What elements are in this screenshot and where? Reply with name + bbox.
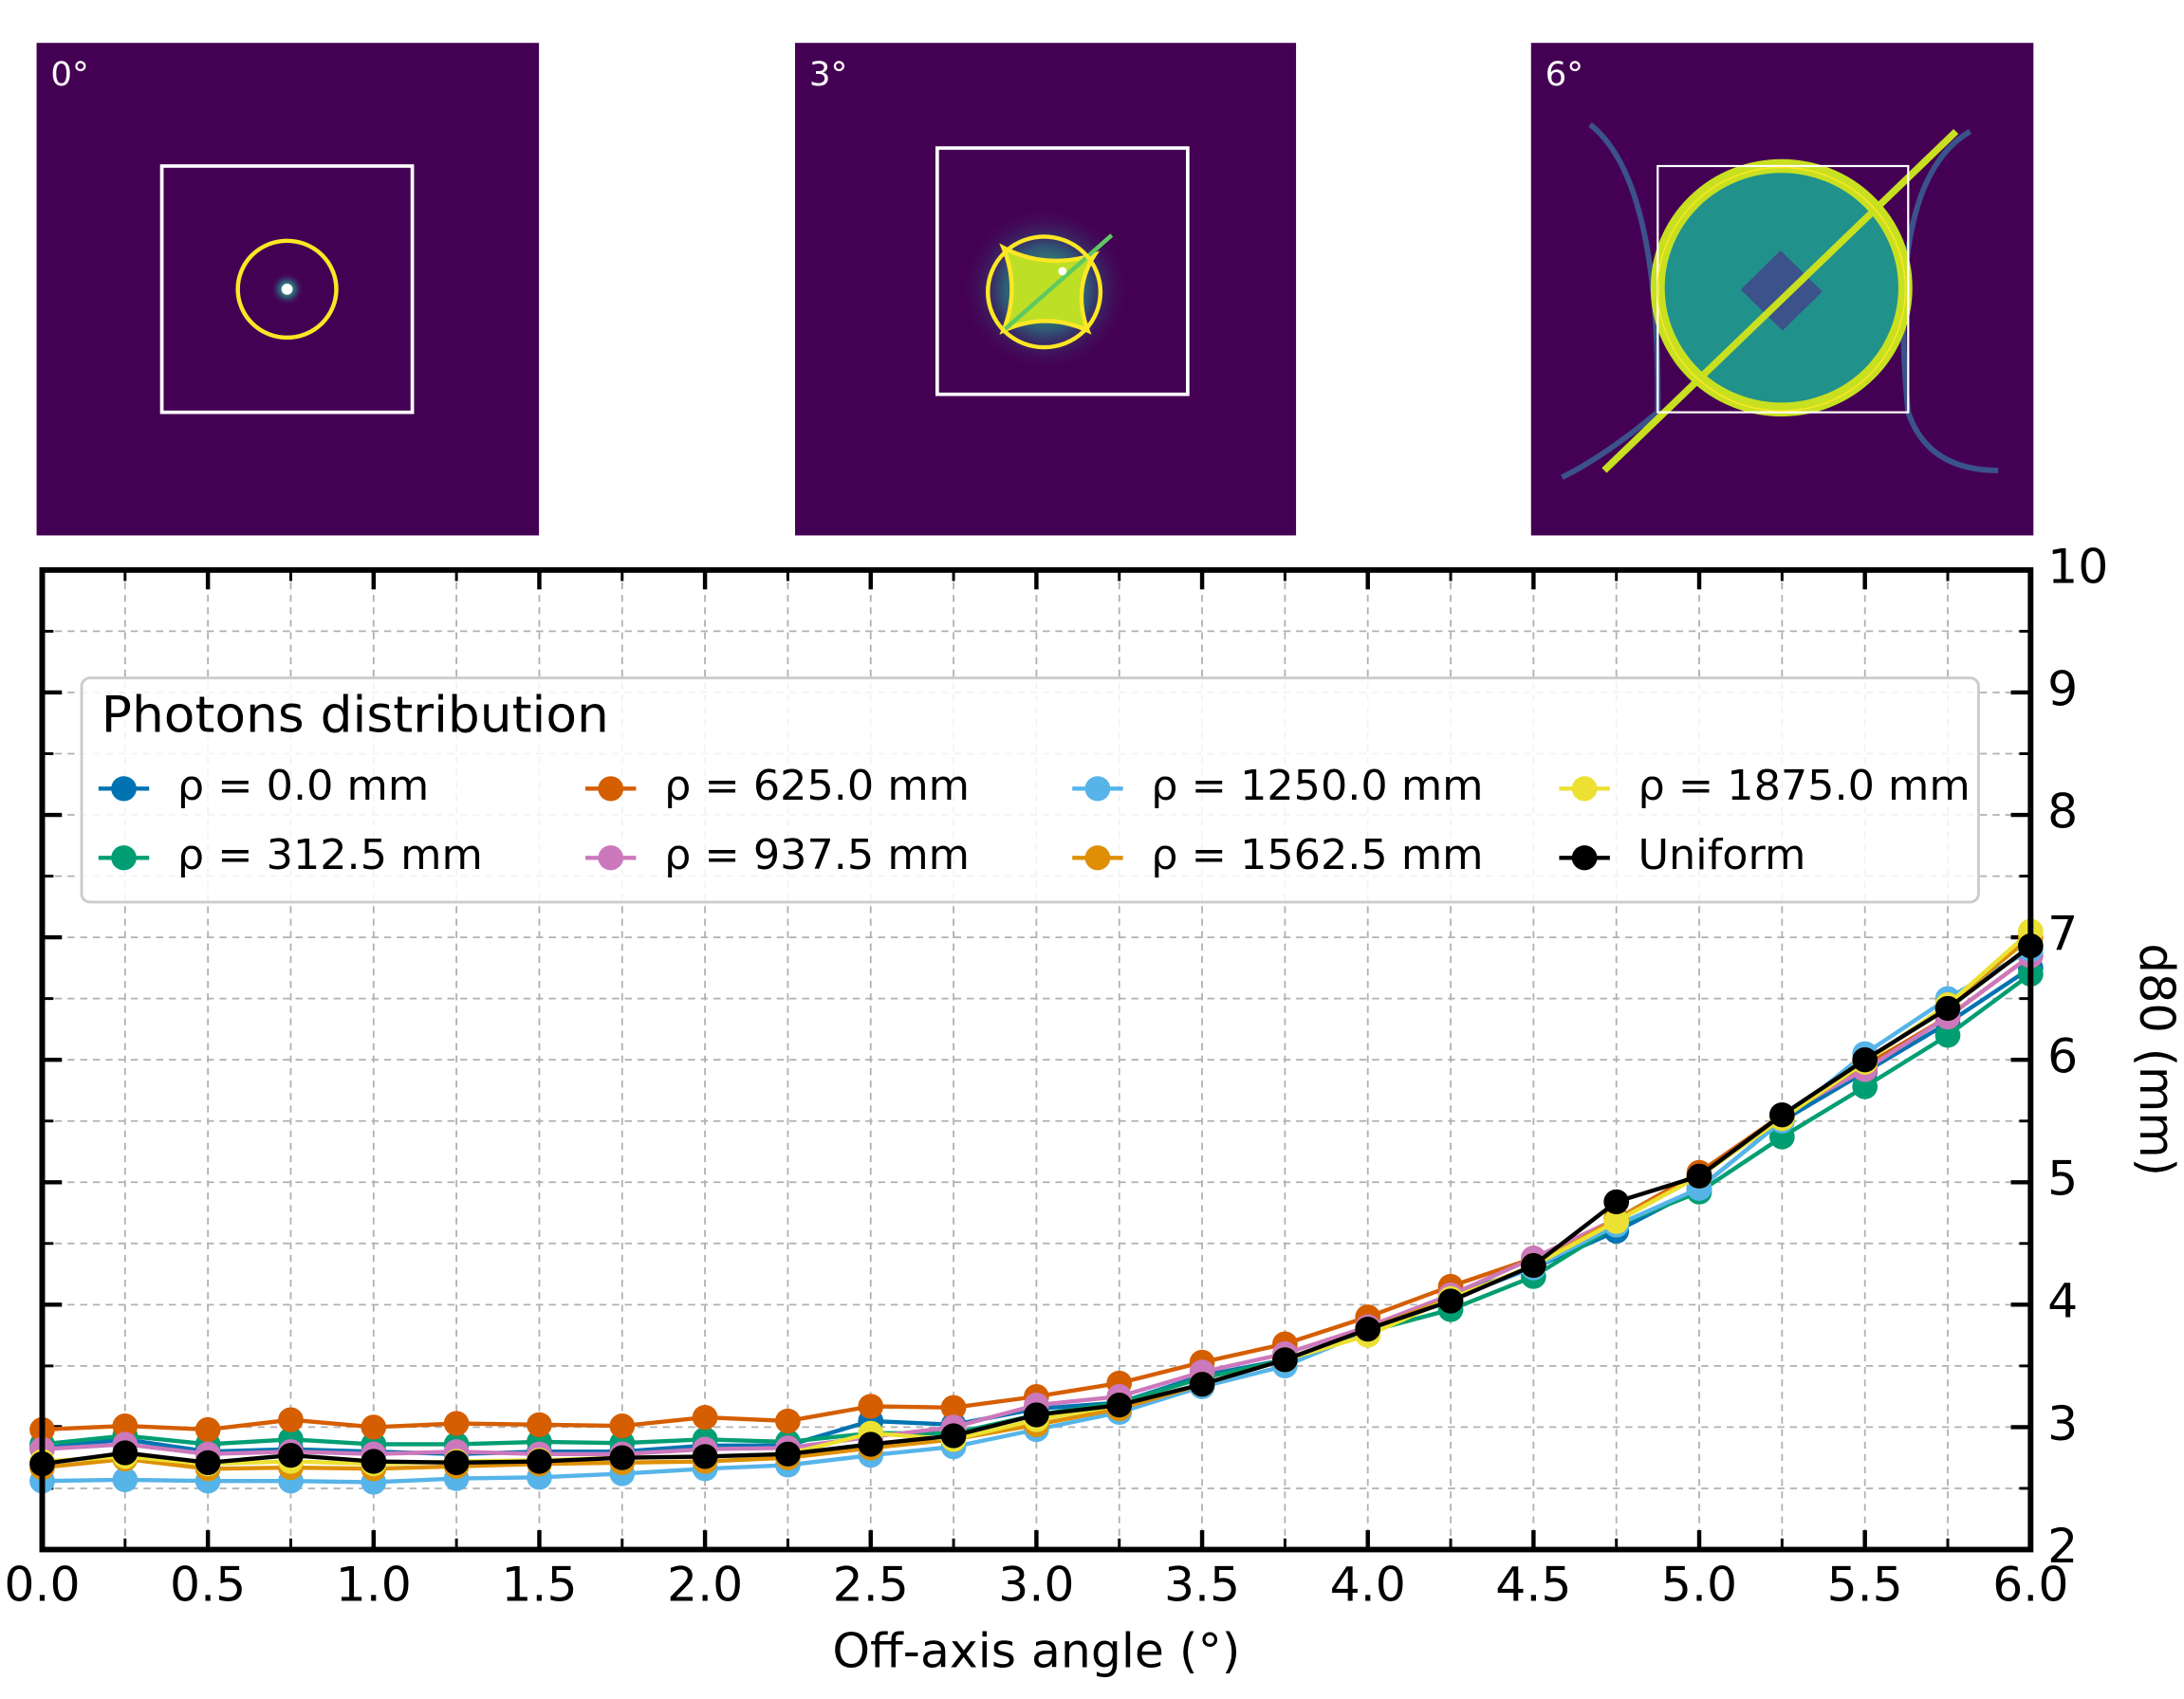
- y-tick-label: 5: [2047, 1152, 2078, 1207]
- point: [1272, 1347, 1298, 1372]
- point: [693, 1405, 718, 1430]
- point: [1935, 996, 1961, 1021]
- point: [1438, 1288, 1464, 1313]
- panel-2: 6°: [1531, 43, 2034, 535]
- point: [112, 1440, 138, 1465]
- panel-label: 3°: [809, 55, 847, 94]
- x-tick-label: 0.0: [4, 1558, 80, 1613]
- y-tick-label: 2: [2047, 1519, 2078, 1574]
- page: 0° 3° 6° 0.0 0.5 1.0 1.5 2.0 2.5 3.0 3.5 4.0 4.5 5…: [0, 0, 2184, 1699]
- spot: [282, 284, 293, 295]
- legend-marker: [1085, 845, 1111, 870]
- x-tick-label: 3.0: [998, 1558, 1074, 1613]
- legend-marker: [1085, 776, 1111, 801]
- figure: 0° 3° 6° 0.0 0.5 1.0 1.5 2.0 2.5 3.0 3.5 4.0 4.5 5…: [0, 0, 2184, 1699]
- legend-marker: [1572, 845, 1598, 870]
- y-tick-label: 4: [2047, 1274, 2078, 1329]
- x-tick-label: 3.5: [1164, 1558, 1240, 1613]
- legend-marker: [111, 845, 137, 870]
- y-tick-label: 6: [2047, 1029, 2078, 1084]
- point: [444, 1411, 470, 1435]
- point: [609, 1413, 635, 1438]
- legend-label: ρ = 1250.0 mm: [1151, 763, 1483, 811]
- x-axis-label: Off-axis angle (°): [832, 1624, 1240, 1679]
- legend-marker: [598, 845, 623, 870]
- point: [775, 1409, 801, 1433]
- x-tick-label: 4.0: [1330, 1558, 1406, 1613]
- legend-label: ρ = 937.5 mm: [664, 831, 970, 879]
- point: [1687, 1164, 1712, 1189]
- legend-marker: [598, 776, 623, 801]
- point: [195, 1450, 221, 1475]
- point: [1190, 1372, 1215, 1396]
- x-tick-label: 5.5: [1827, 1558, 1903, 1613]
- point: [1852, 1047, 1878, 1072]
- point: [444, 1450, 470, 1475]
- y-tick-label: 7: [2047, 907, 2078, 962]
- legend-label: ρ = 1875.0 mm: [1638, 763, 1971, 811]
- legend-title: Photons distribution: [102, 687, 609, 744]
- center: [1058, 267, 1066, 275]
- point: [1106, 1393, 1132, 1417]
- y-tick-label: 9: [2047, 662, 2078, 717]
- legend-label: ρ = 312.5 mm: [177, 831, 483, 879]
- y-tick-label: 10: [2047, 540, 2108, 595]
- point: [609, 1446, 635, 1470]
- legend-label: ρ = 1562.5 mm: [1151, 831, 1483, 879]
- legend-label: ρ = 0.0 mm: [177, 763, 429, 811]
- point: [858, 1394, 883, 1418]
- x-tick-label: 2.5: [833, 1558, 909, 1613]
- x-tick-label: 1.5: [501, 1558, 577, 1613]
- point: [527, 1449, 552, 1473]
- panel-label: 6°: [1545, 55, 1583, 94]
- point: [693, 1444, 718, 1468]
- legend-label: Uniform: [1638, 831, 1806, 879]
- point: [195, 1417, 221, 1442]
- point: [775, 1442, 801, 1467]
- legend-marker: [1572, 776, 1598, 801]
- y-axis-label: d80 (mm): [2129, 943, 2184, 1176]
- panel-label: 0°: [50, 55, 88, 94]
- legend-marker: [111, 776, 137, 801]
- x-tick-label: 5.0: [1661, 1558, 1737, 1613]
- point: [941, 1423, 967, 1448]
- point: [1769, 1102, 1795, 1127]
- x-tick-label: 1.0: [336, 1558, 412, 1613]
- point: [1521, 1253, 1546, 1278]
- point: [361, 1414, 386, 1439]
- x-tick-label: 2.0: [667, 1558, 743, 1613]
- point: [1355, 1317, 1380, 1341]
- point: [278, 1408, 304, 1432]
- point: [527, 1413, 552, 1437]
- point: [858, 1431, 883, 1456]
- x-tick-label: 4.5: [1495, 1558, 1571, 1613]
- point: [1024, 1402, 1049, 1427]
- y-tick-label: 3: [2047, 1396, 2078, 1451]
- series-line: [42, 955, 2030, 1453]
- legend: Photons distribution ρ = 0.0 mm ρ = 312.5 …: [82, 678, 1978, 902]
- point: [1603, 1190, 1629, 1214]
- panel-1: 3°: [795, 43, 1296, 535]
- point: [361, 1449, 386, 1473]
- legend-label: ρ = 625.0 mm: [664, 763, 970, 811]
- y-tick-label: 8: [2047, 785, 2078, 840]
- point: [278, 1443, 304, 1468]
- x-tick-label: 0.5: [170, 1558, 246, 1613]
- panel-0: 0°: [37, 43, 540, 535]
